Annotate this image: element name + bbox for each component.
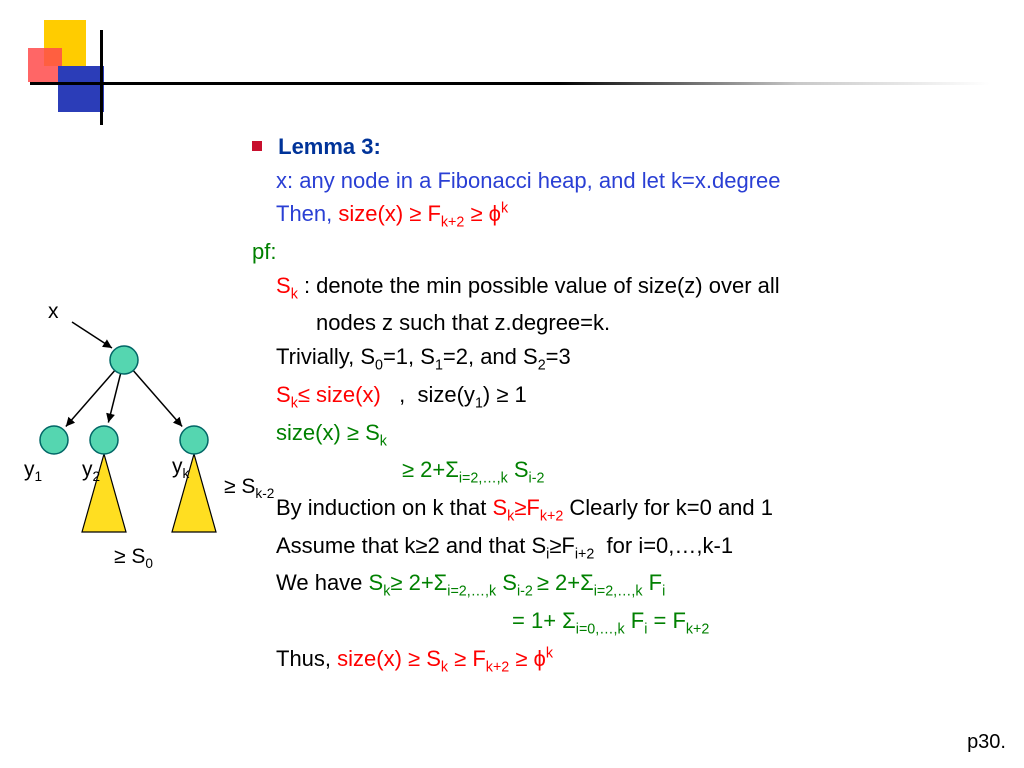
formula: ≥ 2+Σi=2,…,k Si-2 [402, 457, 544, 482]
logo-square [58, 66, 104, 112]
line-we-have: We have Sk≥ 2+Σi=2,…,k Si-2 ≥ 2+Σi=2,…,k… [276, 568, 1002, 602]
line-thus: Thus, size(x) ≥ Sk ≥ Fk+2 ≥ ϕk [276, 644, 1002, 678]
content: Lemma 3: x: any node in a Fibonacci heap… [252, 132, 1002, 681]
tree-diagram: xy1y2yk≥ S0≥ Sk-2 [14, 290, 254, 590]
text: Clearly for k=0 and 1 [563, 495, 773, 520]
line-sum-bound: ≥ 2+Σi=2,…,k Si-2 [402, 455, 1002, 489]
formula: Sk≥ 2+Σi=2,…,k Si-2 ≥ 2+Σi=2,…,k Fi [369, 570, 666, 595]
horizontal-rule [30, 82, 990, 85]
formula: , size(y1) ≥ 1 [381, 382, 527, 407]
vertical-rule [100, 30, 103, 125]
text: By induction on k that [276, 495, 492, 520]
formula: Sk≤ size(x) [276, 382, 381, 407]
tree-label-yk: yk [172, 455, 189, 481]
text: x: any node in a Fibonacci heap, and let… [276, 168, 781, 193]
lemma-line-1: x: any node in a Fibonacci heap, and let… [276, 166, 1002, 196]
bullet-square-icon [252, 141, 262, 151]
slide: Lemma 3: x: any node in a Fibonacci heap… [0, 0, 1024, 768]
lemma-line-2: Then, size(x) ≥ Fk+2 ≥ ϕk [276, 199, 1002, 233]
formula: Assume that k≥2 and that Si≥Fi+2 for i=0… [276, 533, 733, 558]
page-number: p30. [967, 731, 1006, 754]
text: Then, [276, 201, 338, 226]
tree-label-geS0: ≥ S0 [114, 545, 153, 571]
formula: size(x) ≥ Fk+2 ≥ ϕk [338, 201, 508, 226]
logo-square [28, 48, 62, 82]
formula: Sk≥Fk+2 [492, 495, 563, 520]
pf-label: pf: [252, 237, 1002, 267]
line-induction: By induction on k that Sk≥Fk+2 Clearly f… [276, 493, 1002, 527]
line-trivially: Trivially, S0=1, S1=2, and S2=3 [276, 342, 1002, 376]
tree-label-y2: y2 [82, 458, 100, 484]
text: Thus, [276, 646, 337, 671]
formula: = 1+ Σi=0,…,k Fi = Fk+2 [512, 608, 709, 633]
formula: Trivially, S0=1, S1=2, and S2=3 [276, 344, 571, 369]
formula: size(x) ≥ Sk ≥ Fk+2 ≥ ϕk [337, 646, 553, 671]
formula: Sk [276, 273, 298, 298]
text: We have [276, 570, 369, 595]
line-eq-final: = 1+ Σi=0,…,k Fi = Fk+2 [512, 606, 1002, 640]
tree-label-geSk2: ≥ Sk-2 [224, 475, 274, 501]
lemma-title: Lemma 3: [278, 134, 381, 159]
lemma-title-line: Lemma 3: [252, 132, 1002, 162]
text: pf: [252, 239, 276, 264]
line-assume: Assume that k≥2 and that Si≥Fi+2 for i=0… [276, 531, 1002, 565]
line-sk-sizex: Sk≤ size(x) , size(y1) ≥ 1 [276, 380, 1002, 414]
tree-label-y1: y1 [24, 458, 42, 484]
text: : denote the min possible value of size(… [298, 273, 780, 298]
text: nodes z such that z.degree=k. [316, 310, 610, 335]
line-sk-def: Sk : denote the min possible value of si… [276, 271, 1002, 305]
tree-label-x: x [48, 300, 59, 324]
line-sizex-ge-sk: size(x) ≥ Sk [276, 418, 1002, 452]
formula: size(x) ≥ Sk [276, 420, 387, 445]
line-sk-def-2: nodes z such that z.degree=k. [316, 308, 1002, 338]
